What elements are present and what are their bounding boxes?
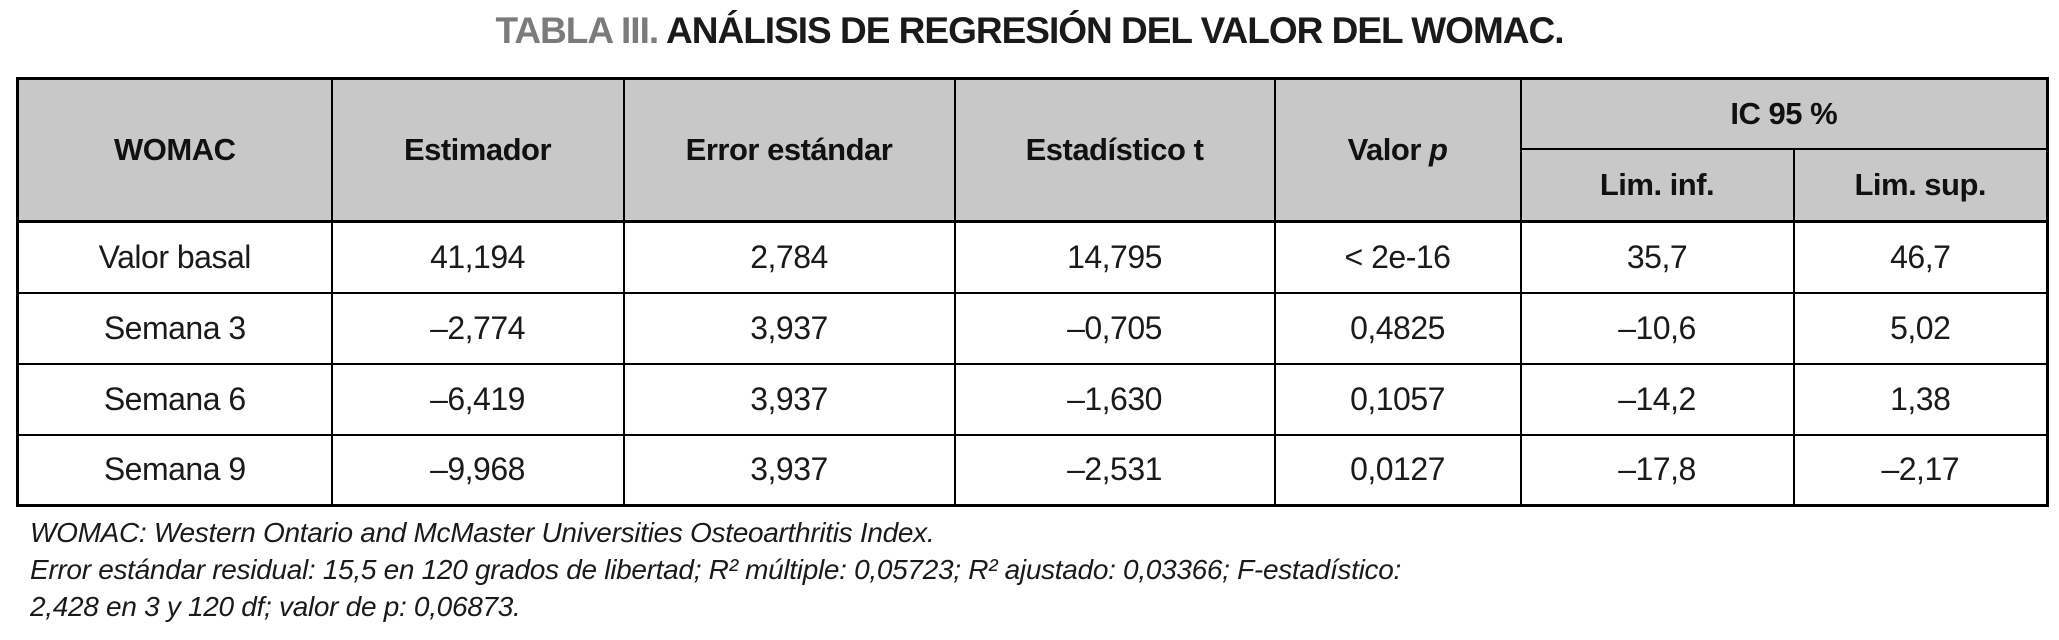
value-cell: < 2e-16 — [1273, 220, 1522, 294]
value-cell: 41,194 — [330, 220, 625, 294]
row-label-cell: Semana 6 — [16, 362, 333, 436]
value-cell: 3,937 — [622, 433, 956, 507]
regression-table: WOMAC Estimador Error estándar Estadísti… — [16, 77, 2049, 507]
footnote-line-1: WOMAC: Western Ontario and McMaster Univ… — [30, 517, 935, 548]
value-cell: 0,1057 — [1273, 362, 1522, 436]
table-title-number: TABLA III. — [495, 10, 659, 51]
table-row-semana-3: Semana 3 –2,774 3,937 –0,705 0,4825 –10,… — [16, 291, 2049, 365]
value-cell: 3,937 — [622, 362, 956, 436]
footnote-line-2: Error estándar residual: 15,5 en 120 gra… — [30, 554, 1401, 585]
value-cell: –2,774 — [330, 291, 625, 365]
footnote-line-3: 2,428 en 3 y 120 df; valor de p: 0,06873… — [30, 591, 521, 622]
value-cell: –0,705 — [953, 291, 1276, 365]
value-cell: 2,784 — [622, 220, 956, 294]
value-cell: –2,531 — [953, 433, 1276, 507]
table-row-valor-basal: Valor basal 41,194 2,784 14,795 < 2e-16 … — [16, 220, 2049, 294]
header-valor-p-variable: p — [1429, 132, 1448, 167]
value-cell: –14,2 — [1519, 362, 1795, 436]
value-cell: –2,17 — [1792, 433, 2049, 507]
row-label-cell: Valor basal — [16, 220, 333, 294]
table-header: WOMAC Estimador Error estándar Estadísti… — [16, 77, 2049, 223]
value-cell: 14,795 — [953, 220, 1276, 294]
table-row-semana-6: Semana 6 –6,419 3,937 –1,630 0,1057 –14,… — [16, 362, 2049, 436]
header-ic95: IC 95 % — [1519, 77, 2049, 150]
value-cell: –17,8 — [1519, 433, 1795, 507]
header-womac: WOMAC — [16, 77, 333, 223]
header-valor-p: Valor p — [1273, 77, 1522, 223]
row-label-cell: Semana 9 — [16, 433, 333, 507]
row-label-cell: Semana 3 — [16, 291, 333, 365]
value-cell: 5,02 — [1792, 291, 2049, 365]
table-row-semana-9: Semana 9 –9,968 3,937 –2,531 0,0127 –17,… — [16, 433, 2049, 507]
value-cell: 35,7 — [1519, 220, 1795, 294]
header-row-sub: Lim. inf. Lim. sup. — [18, 147, 2049, 223]
table-title-text: ANÁLISIS DE REGRESIÓN DEL VALOR DEL WOMA… — [658, 10, 1564, 51]
value-cell: 1,38 — [1792, 362, 2049, 436]
value-cell: 46,7 — [1792, 220, 2049, 294]
value-cell: –6,419 — [330, 362, 625, 436]
value-cell: 0,0127 — [1273, 433, 1522, 507]
table-body: Valor basal 41,194 2,784 14,795 < 2e-16 … — [16, 220, 2049, 507]
value-cell: –1,630 — [953, 362, 1276, 436]
table-footnotes: WOMAC: Western Ontario and McMaster Univ… — [30, 514, 2030, 625]
value-cell: –10,6 — [1519, 291, 1795, 365]
header-row-top: WOMAC Estimador Error estándar Estadísti… — [16, 77, 2049, 223]
table-title: TABLA III. ANÁLISIS DE REGRESIÓN DEL VAL… — [0, 10, 2059, 52]
header-valor-p-prefix: Valor — [1347, 132, 1429, 167]
header-error-estandar: Error estándar — [622, 77, 956, 223]
header-lim-inf: Lim. inf. — [1519, 147, 1795, 223]
value-cell: 0,4825 — [1273, 291, 1522, 365]
header-lim-sup: Lim. sup. — [1792, 147, 2049, 223]
header-estimador: Estimador — [330, 77, 625, 223]
value-cell: 3,937 — [622, 291, 956, 365]
header-estadistico-t: Estadístico t — [953, 77, 1276, 223]
value-cell: –9,968 — [330, 433, 625, 507]
